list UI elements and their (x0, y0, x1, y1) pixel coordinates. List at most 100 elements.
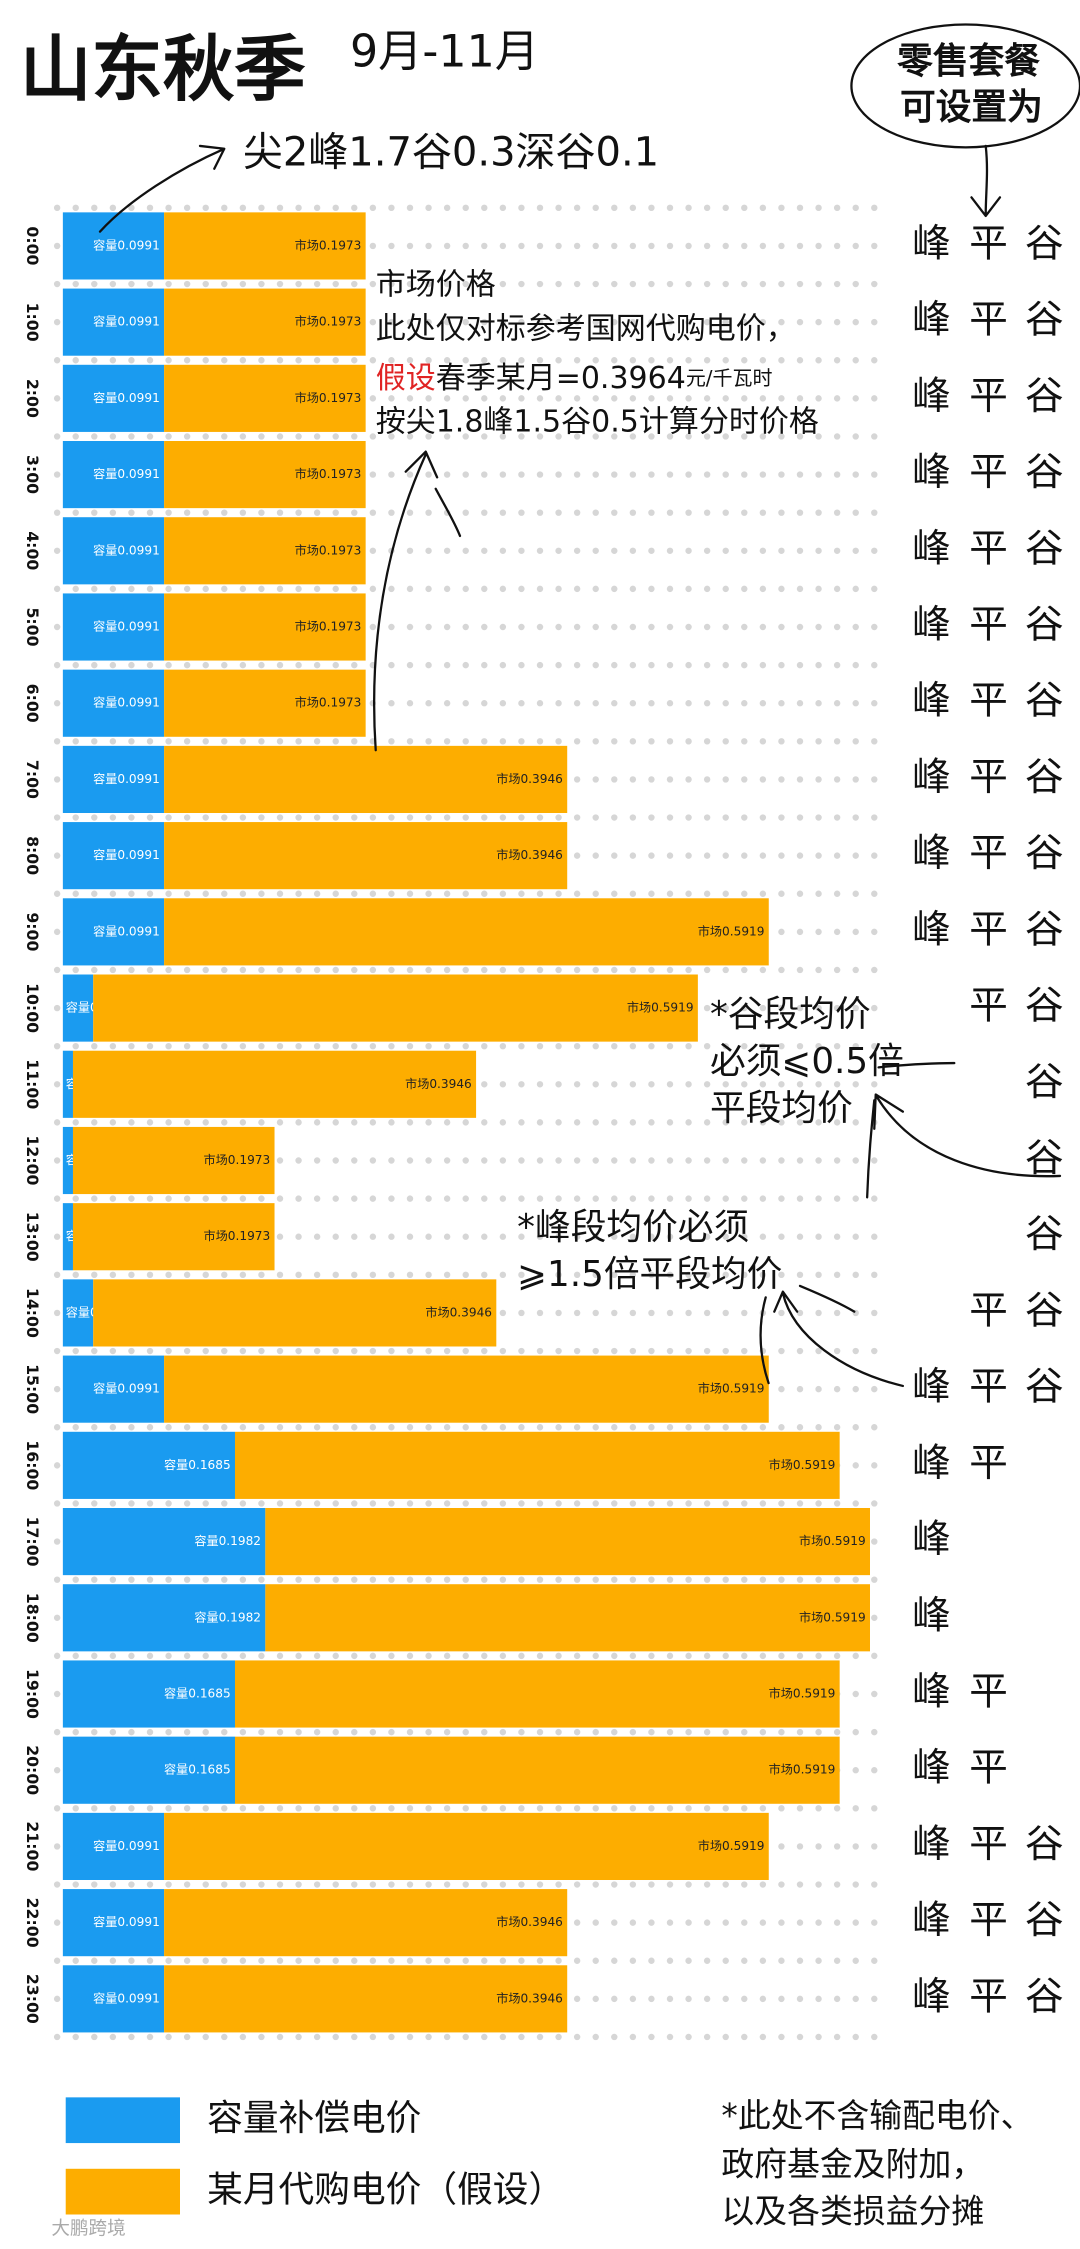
value-label: 容量0.0991 (93, 619, 160, 634)
bar-segment (62, 1507, 266, 1576)
bubble (850, 23, 1080, 149)
value-label: 市场0.5919 (627, 1000, 694, 1015)
retail-period: 谷 (1025, 1822, 1064, 1867)
retail-period: 峰 (912, 831, 951, 876)
bubble-text: 零售套餐 (897, 41, 1040, 82)
bar-segment (62, 1889, 165, 1957)
retail-period: 平 (969, 1365, 1008, 1410)
bar-segment (62, 974, 94, 1042)
y-tick-label: 4:00 (23, 531, 42, 570)
retail-period: 平 (969, 1441, 1008, 1486)
value-label: 市场0.3946 (425, 1304, 492, 1319)
value-label: 容量0.1685 (164, 1457, 231, 1472)
bar-segment (62, 1126, 73, 1195)
y-tick-label: 17:00 (23, 1517, 42, 1567)
bar-segment (62, 288, 165, 356)
retail-period: 谷 (1025, 298, 1064, 343)
retail-period: 谷 (1025, 221, 1064, 266)
bar-segment (62, 1660, 235, 1728)
y-tick-label: 11:00 (23, 1059, 42, 1109)
value-label: 市场0.3946 (496, 1990, 563, 2005)
note-market: 假设春季某月=0.3964元/千瓦时 (376, 360, 773, 395)
footnote: *此处不含输配电价、 (721, 2097, 1033, 2135)
retail-period: 谷 (1025, 526, 1064, 571)
bar-segment (62, 440, 165, 509)
retail-period: 平 (969, 755, 1008, 800)
bar-segment (164, 745, 568, 813)
bar-segment (62, 1431, 235, 1499)
bar-segment (62, 1203, 73, 1271)
footnote: 以及各类损益分摊 (721, 2193, 984, 2231)
bar-segment (72, 1126, 275, 1195)
bars: 0:00 容量0.0991 市场0.1973 1:00 容量0.0991 市场0.1973… (23, 212, 871, 2033)
retail-period: 峰 (912, 374, 951, 419)
value-label: 市场0.5919 (769, 1686, 836, 1701)
value-label: 容量0.0991 (93, 847, 160, 862)
value-label: 容量0.0991 (93, 314, 160, 329)
bar-segment (62, 1812, 165, 1880)
arrow (866, 1061, 1062, 1199)
note-text: 春季某月=0.3964 (436, 360, 686, 395)
value-label: 市场0.1973 (204, 1228, 271, 1243)
value-label: 市场0.5919 (769, 1762, 836, 1777)
value-label: 容量0.0991 (93, 771, 160, 786)
bar-segment (234, 1660, 840, 1728)
y-tick-label: 2:00 (23, 379, 42, 418)
retail-period: 峰 (912, 1898, 951, 1943)
subtitle: 尖2峰1.7谷0.3深谷0.1 (243, 130, 659, 176)
value-label: 市场0.1973 (295, 619, 362, 634)
retail-period: 谷 (1025, 984, 1064, 1029)
note-market: 按尖1.8峰1.5谷0.5计算分时价格 (376, 405, 819, 440)
bar-segment (62, 593, 165, 661)
bar-segment (164, 593, 366, 661)
bar-segment (93, 1279, 497, 1347)
y-tick-label: 9:00 (23, 912, 42, 951)
bar-segment (164, 1812, 769, 1880)
bar-segment (62, 1050, 73, 1118)
value-label: 市场0.1973 (295, 390, 362, 405)
bar-segment (62, 898, 165, 966)
y-tick-label: 3:00 (23, 455, 42, 494)
value-label: 容量0.1685 (164, 1686, 231, 1701)
retail-period: 平 (969, 298, 1008, 343)
retail-period: 峰 (912, 755, 951, 800)
note-valley: 必须⩽0.5倍 (710, 1041, 904, 1082)
value-label: 容量0.0991 (93, 695, 160, 710)
y-tick-label: 21:00 (23, 1821, 42, 1871)
bar-segment (164, 822, 568, 890)
retail-period: 峰 (912, 1441, 951, 1486)
value-label: 市场0.1973 (295, 314, 362, 329)
note-unit: 元/千瓦时 (686, 365, 773, 389)
retail-period: 谷 (1025, 374, 1064, 419)
bar-segment (62, 1355, 165, 1423)
retail-period: 平 (969, 374, 1008, 419)
retail-period: 峰 (912, 526, 951, 571)
bar-segment (62, 364, 165, 432)
note-valley: 平段均价 (710, 1088, 853, 1129)
value-label: 市场0.5919 (769, 1457, 836, 1472)
retail-period: 峰 (912, 907, 951, 952)
value-label: 容量0.1982 (194, 1609, 261, 1624)
value-label: 容量0.0991 (93, 466, 160, 481)
y-tick-label: 20:00 (23, 1745, 42, 1795)
retail-period: 峰 (912, 221, 951, 266)
bar-segment (164, 1355, 769, 1423)
bar-segment (62, 822, 165, 890)
bar-segment (164, 1965, 568, 2033)
bar-segment (164, 364, 366, 432)
bar-segment (265, 1507, 871, 1576)
bar-segment (164, 440, 366, 509)
value-label: 市场0.1973 (295, 237, 362, 252)
y-tick-label: 8:00 (23, 836, 42, 875)
y-tick-label: 22:00 (23, 1898, 42, 1948)
value-label: 市场0.1973 (295, 466, 362, 481)
retail-period: 平 (969, 1670, 1008, 1715)
bar-segment (62, 669, 165, 737)
arrow (759, 1284, 904, 1388)
title: 山东秋季 (20, 28, 306, 111)
value-label: 市场0.3946 (496, 1914, 563, 1929)
bar-segment (234, 1736, 840, 1804)
value-label: 市场0.3946 (405, 1076, 472, 1091)
bar-segment (164, 288, 366, 356)
